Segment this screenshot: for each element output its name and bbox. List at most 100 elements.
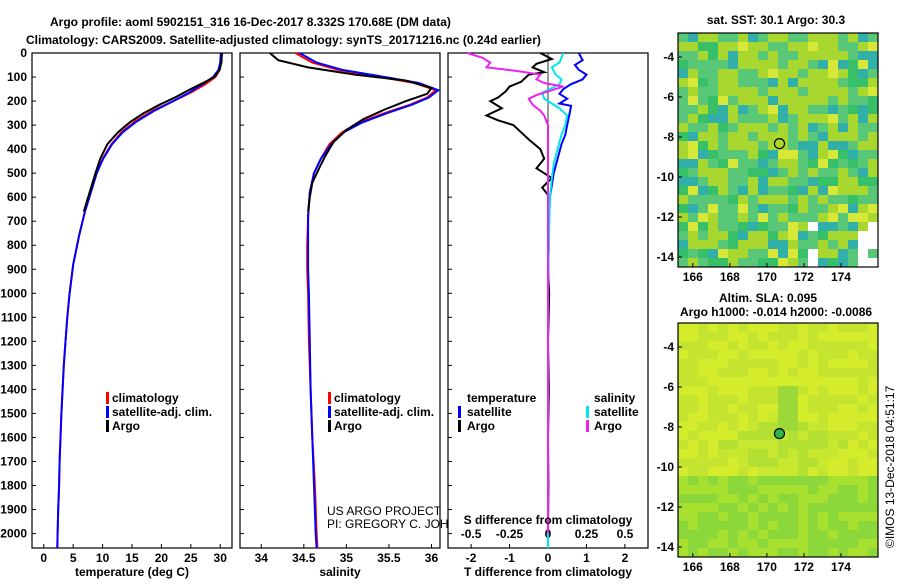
map-cell: [678, 231, 688, 240]
map-cell: [698, 368, 708, 377]
legend-swatch-argo: [328, 420, 331, 432]
map-cell: [788, 150, 798, 159]
map-cell: [838, 123, 848, 132]
map-cell: [758, 258, 768, 267]
map-cell: [798, 404, 808, 413]
map-cell: [678, 105, 688, 114]
map-cell: [688, 377, 698, 386]
map-cell: [788, 449, 798, 458]
map-cell: [828, 222, 838, 231]
map-cell: [838, 231, 848, 240]
map-cell: [798, 132, 808, 141]
map-cell: [828, 240, 838, 249]
map-cell: [808, 96, 818, 105]
map-cell: [748, 204, 758, 213]
map-cell: [728, 42, 738, 51]
map-cell: [858, 195, 868, 204]
map-cell: [778, 458, 788, 467]
map-y-tick-label: -10: [657, 460, 675, 474]
map-cell: [708, 395, 718, 404]
map-cell: [708, 539, 718, 548]
map-cell: [718, 512, 728, 521]
map-cell: [698, 222, 708, 231]
map-cell: [848, 458, 858, 467]
depth-tick-label: 1100: [1, 310, 27, 324]
map-cell: [748, 494, 758, 503]
map-cell: [748, 249, 758, 258]
map-cell: [738, 258, 748, 267]
map-cell: [838, 78, 848, 87]
map-cell: [778, 240, 788, 249]
map-cell: [808, 87, 818, 96]
legend-swatch-s-satellite: [586, 406, 589, 418]
map-cell: [698, 431, 708, 440]
map-cell: [788, 359, 798, 368]
map-cell: [698, 249, 708, 258]
map-x-tick-label: 174: [831, 270, 851, 284]
map-cell: [838, 449, 848, 458]
map-cell: [758, 476, 768, 485]
map-cell: [808, 213, 818, 222]
map-cell: [718, 494, 728, 503]
map-cell: [848, 87, 858, 96]
map-cell: [808, 332, 818, 341]
map-cell: [818, 440, 828, 449]
map-cell: [758, 132, 768, 141]
map-cell: [678, 60, 688, 69]
map-cell: [818, 530, 828, 539]
map-cell: [858, 494, 868, 503]
map-cell: [688, 458, 698, 467]
map-cell: [728, 240, 738, 249]
map-cell: [748, 213, 758, 222]
sla-map-field: [678, 323, 878, 557]
map-cell: [858, 231, 868, 240]
map-cell: [768, 231, 778, 240]
map-cell: [708, 204, 718, 213]
map-cell: [808, 323, 818, 332]
map-cell: [748, 539, 758, 548]
map-cell: [798, 359, 808, 368]
x-tick-label: 10: [96, 551, 110, 565]
map-cell: [748, 42, 758, 51]
map-cell: [738, 33, 748, 42]
map-cell: [688, 231, 698, 240]
map-cell: [798, 222, 808, 231]
map-cell: [738, 231, 748, 240]
map-cell: [858, 42, 868, 51]
map-cell: [848, 132, 858, 141]
map-cell: [858, 132, 868, 141]
map-cell: [758, 431, 768, 440]
map-cell: [798, 204, 808, 213]
map-cell: [678, 96, 688, 105]
map-cell: [858, 449, 868, 458]
map-cell: [768, 548, 778, 557]
map-cell: [798, 150, 808, 159]
salinity-legend: climatology satellite-adj. clim. Argo: [328, 391, 434, 433]
map-cell: [678, 359, 688, 368]
map-cell: [728, 78, 738, 87]
map-cell: [828, 494, 838, 503]
map-cell: [808, 476, 818, 485]
map-cell: [678, 458, 688, 467]
map-cell: [688, 96, 698, 105]
map-cell: [758, 548, 768, 557]
legend-swatch-t-argo: [458, 420, 461, 432]
map-cell: [868, 476, 878, 485]
map-cell: [818, 96, 828, 105]
map-cell: [818, 368, 828, 377]
map-cell: [678, 213, 688, 222]
map-cell: [788, 42, 798, 51]
map-cell: [688, 431, 698, 440]
map-cell: [778, 96, 788, 105]
map-cell: [788, 494, 798, 503]
map-cell: [798, 530, 808, 539]
map-cell: [778, 422, 788, 431]
map-cell: [828, 114, 838, 123]
map-cell: [768, 467, 778, 476]
map-cell: [788, 458, 798, 467]
map-cell: [688, 159, 698, 168]
map-cell: [808, 249, 818, 258]
map-cell: [868, 69, 878, 78]
map-cell: [748, 114, 758, 123]
map-cell: [718, 548, 728, 557]
